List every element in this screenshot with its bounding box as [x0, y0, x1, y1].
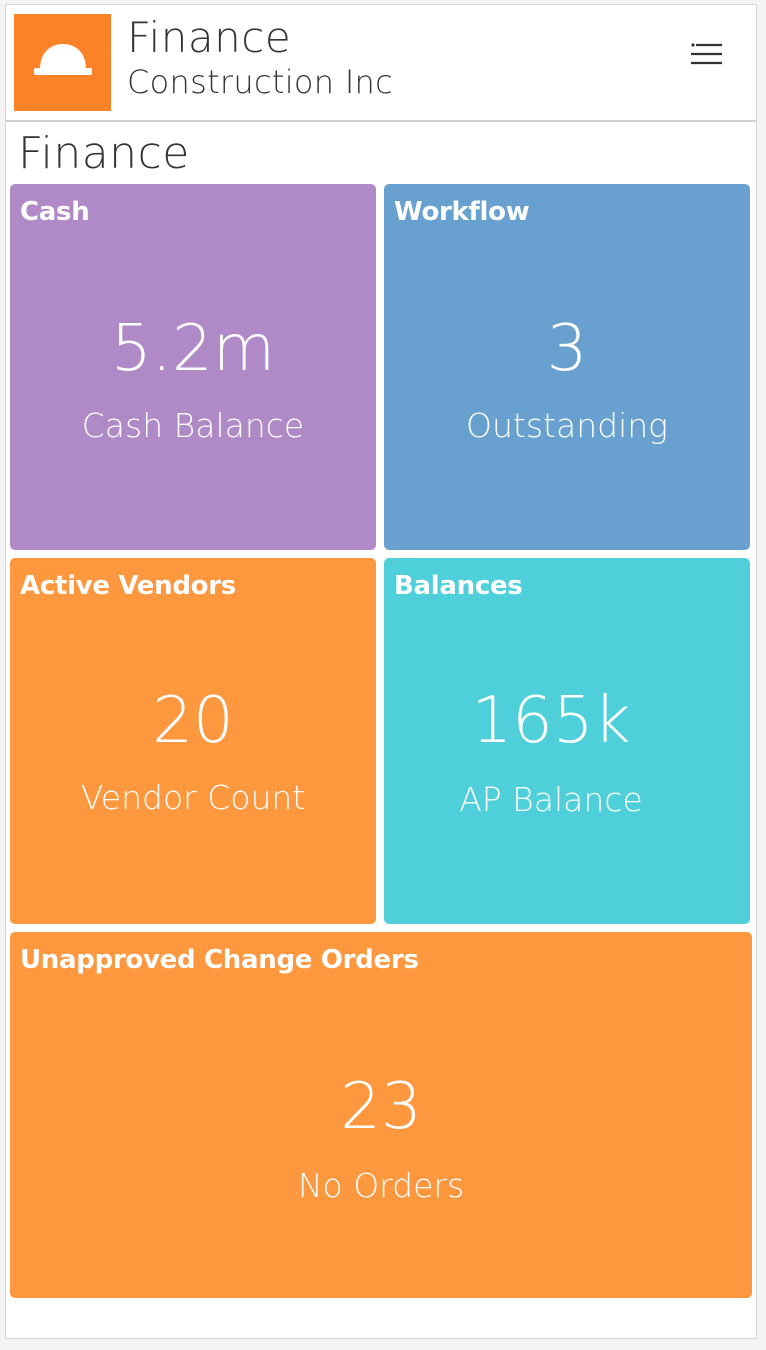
page-title: Finance [18, 128, 190, 179]
menu-button[interactable] [682, 35, 726, 75]
company-logo[interactable] [14, 14, 111, 111]
balances-tile[interactable]: Balances 165k AP Balance [384, 558, 750, 924]
tile-label: Cash Balance [81, 406, 305, 445]
tile-label: No Orders [297, 1166, 465, 1205]
tile-title: Balances [394, 571, 523, 601]
tile-value: 20 [152, 684, 234, 758]
app-title: Finance [127, 13, 292, 62]
app-frame: Finance Construction Inc Finance Cash 5.… [5, 4, 757, 1339]
tile-title: Cash [20, 197, 90, 227]
workflow-tile[interactable]: Workflow 3 Outstanding [384, 184, 750, 550]
tile-label: AP Balance [459, 780, 643, 819]
tile-title: Workflow [394, 197, 530, 227]
tile-value: 165k [471, 684, 631, 758]
app-header: Finance Construction Inc [6, 5, 756, 122]
active-vendors-tile[interactable]: Active Vendors 20 Vendor Count [10, 558, 376, 924]
unapproved-change-orders-tile[interactable]: Unapproved Change Orders 23 No Orders [10, 932, 752, 1298]
hard-hat-icon [34, 44, 92, 75]
tile-title: Unapproved Change Orders [20, 945, 419, 975]
tile-label: Vendor Count [80, 778, 306, 817]
tile-value: 5.2m [110, 312, 276, 386]
cash-tile[interactable]: Cash 5.2m Cash Balance [10, 184, 376, 550]
tile-value: 3 [546, 312, 588, 386]
tile-title: Active Vendors [20, 571, 236, 601]
menu-list-icon [691, 43, 722, 65]
tile-value: 23 [340, 1070, 422, 1144]
company-name: Construction Inc [127, 63, 394, 101]
tile-label: Outstanding [466, 406, 668, 445]
